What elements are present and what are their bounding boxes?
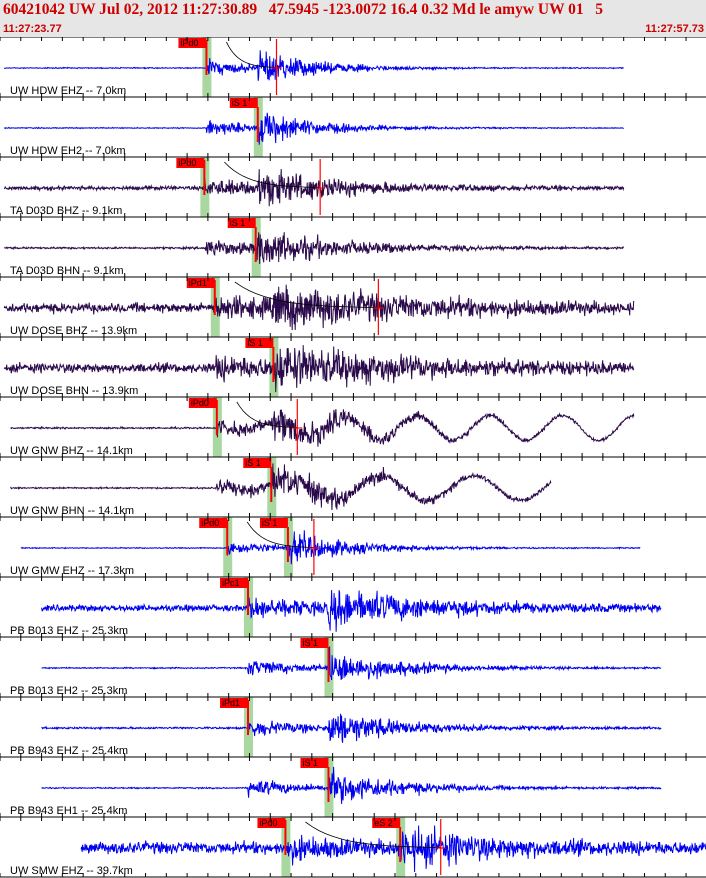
pick-flag[interactable] [300,758,329,768]
trace-waveform [41,766,662,804]
channel-label: UW GMW EHZ -- 17.3km [10,565,134,577]
trace-waveform [10,409,635,447]
channel-label: UW HDW EHZ -- 7.0km [10,85,126,97]
pick-label: iS 1 [232,98,248,108]
pick-flag[interactable] [243,458,272,468]
pick-label: iS 1 [302,638,318,648]
channel-label: PB B013 EH2 -- 25.3km [10,685,127,697]
pick-label: iS 1 [262,518,278,528]
coda-curve [224,161,321,188]
channel-label: UW GNW BHZ -- 14.1km [10,445,133,457]
pick-flag[interactable] [199,518,228,528]
pick-flag[interactable] [220,578,249,588]
event-title: 60421042 UW Jul 02, 2012 11:27:30.89 47.… [3,1,604,18]
end-time: 11:27:57.73 [645,23,704,35]
channel-label: UW HDW EH2 -- 7.0km [10,145,126,157]
coda-curve [305,821,441,848]
trace-waveform [41,589,662,632]
pick-label: iPd0 [201,518,219,528]
pick-label: iPc1 [222,578,240,588]
channel-label: UW GNW BHN -- 14.1km [10,505,134,517]
pick-flag[interactable] [259,518,288,528]
channel-label: TA D03D BHN -- 9.1km [10,265,124,277]
coda-curve [234,281,379,308]
pick-label: iS 1 [247,338,263,348]
trace-waveform [4,232,625,265]
pick-label: iPd0 [180,38,198,48]
pick-label: iS 1 [230,218,246,228]
pick-flag[interactable] [257,818,286,828]
coda-curve [236,401,298,428]
pick-label: iS 1 [302,758,318,768]
pick-label: iPd0 [191,398,209,408]
pick-label: iS 1 [245,458,261,468]
pick-flag[interactable] [229,98,258,108]
seismogram-panel[interactable]: iPd0 iS 1 iPd0 iS 1 iPd1 iS 1 iPd0 iS 1 iPd0 iS 1… [0,37,706,878]
pick-label: iPd0 [259,818,277,828]
trace-waveform [20,530,641,565]
pick-label: iPd1 [222,698,240,708]
pick-flag[interactable] [178,38,207,48]
channel-label: TA D03D BHZ -- 9.1km [10,205,122,217]
pick-label: iPd1 [189,278,207,288]
pick-flag[interactable] [300,638,329,648]
pick-label: eS 2 [374,818,393,828]
trace-waveform [80,825,706,873]
pick-flag[interactable] [220,698,249,708]
channel-label: PB B943 EHZ -- 25.4km [10,745,128,757]
start-time: 11:27:23.77 [3,23,62,35]
channel-label: PB B943 EH1 -- 25.4km [10,805,127,817]
channel-label: UW SMW EHZ -- 39.7km [10,865,133,877]
trace-waveform [3,345,635,393]
channel-label: UW DOSE BHZ -- 13.9km [10,325,137,337]
trace-waveform [3,50,624,81]
pick-label: iPd0 [178,158,196,168]
channel-label: PB B013 EHZ -- 25.3km [10,625,128,637]
pick-flag[interactable] [227,218,256,228]
coda-curve [246,521,314,548]
pick-flag[interactable] [245,338,274,348]
coda-curve [226,41,277,68]
trace-waveform [4,112,624,145]
trace-waveform [10,463,552,511]
pick-flag[interactable] [188,398,217,408]
pick-flag[interactable] [186,278,215,288]
trace-waveform [41,646,662,681]
pick-flag[interactable] [372,818,401,828]
event-header: 60421042 UW Jul 02, 2012 11:27:30.89 47.… [0,0,706,37]
trace-waveform [3,284,635,331]
pick-flag[interactable] [176,158,205,168]
trace-waveform [3,168,625,207]
trace-waveform [41,713,662,743]
channel-label: UW DOSE BHN -- 13.9km [10,385,138,397]
